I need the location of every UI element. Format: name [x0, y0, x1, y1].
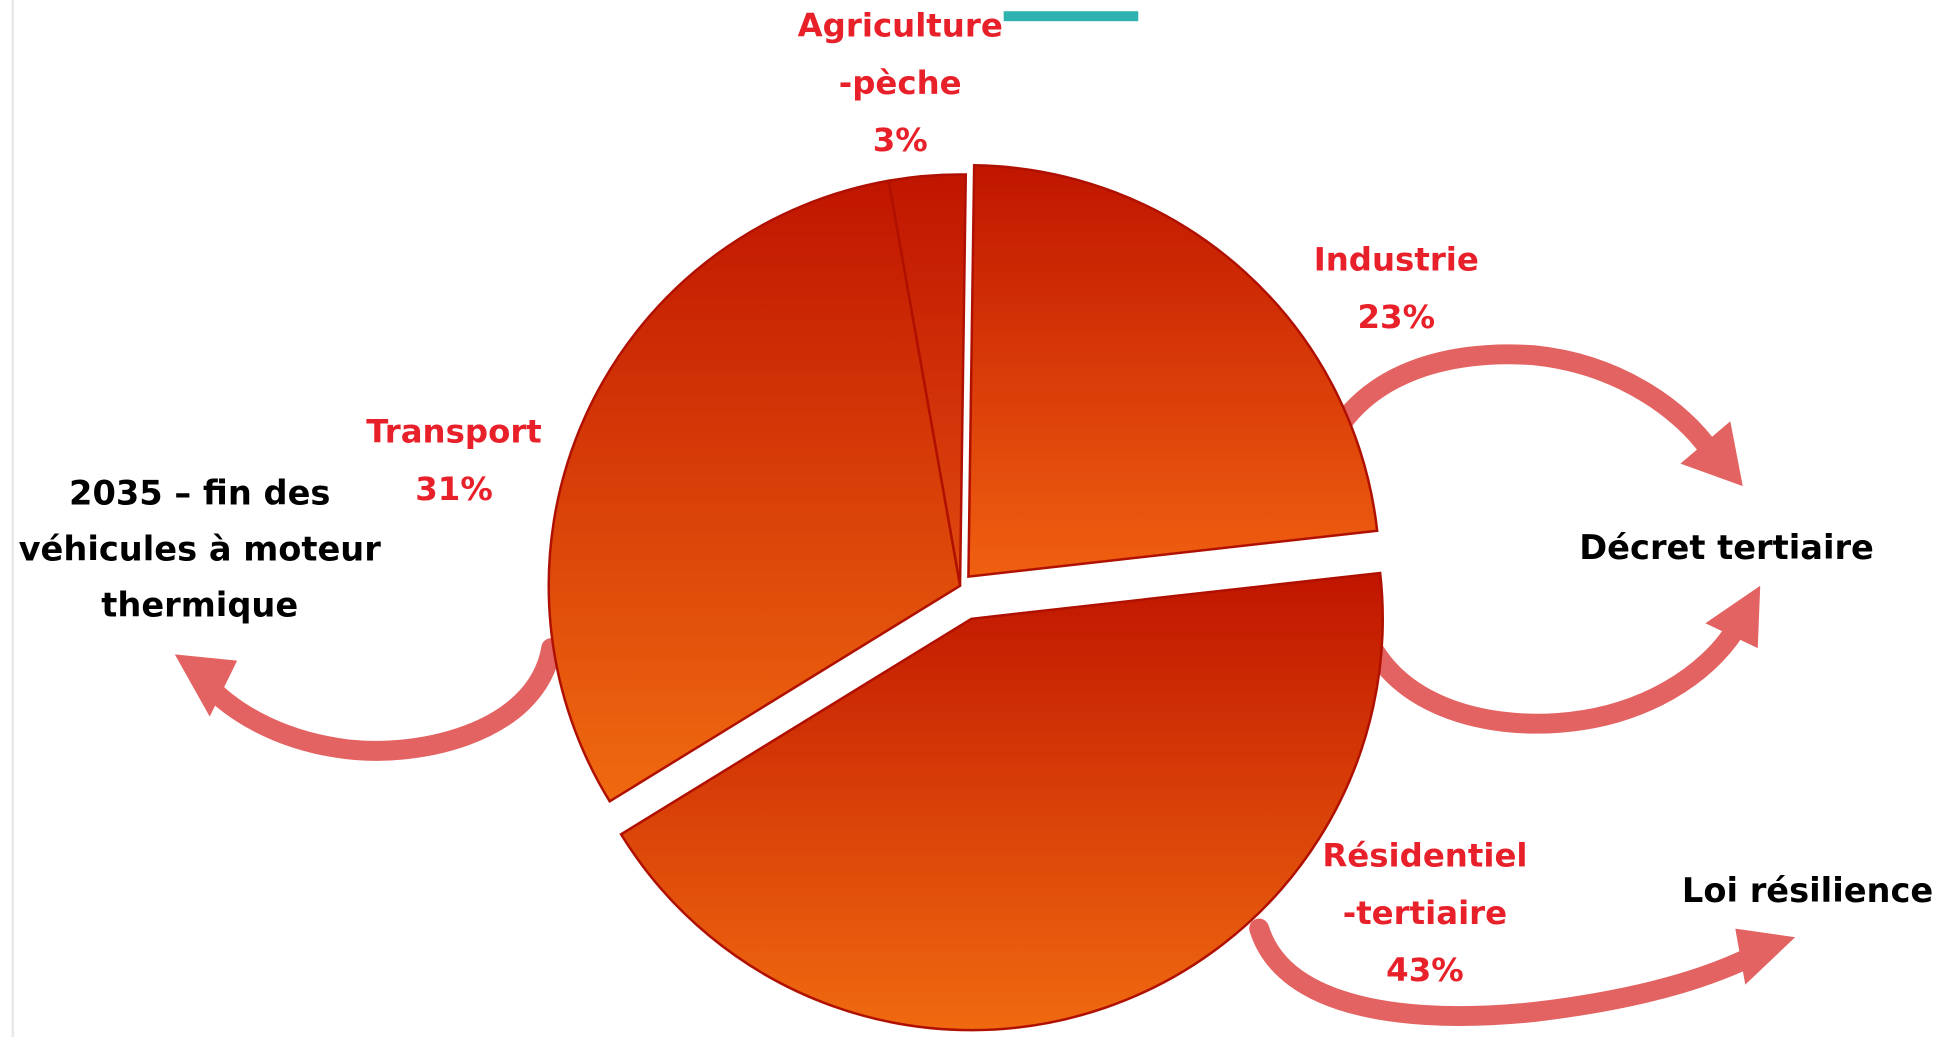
arrow: [1319, 354, 1710, 471]
annotation: thermique: [101, 585, 298, 624]
accent-bar: [1004, 11, 1139, 21]
value-label: 43%: [1386, 951, 1464, 989]
arrow: [1356, 601, 1735, 724]
category-label: Transport: [366, 413, 542, 451]
annotation: 2035 – fin des: [69, 473, 330, 512]
chart: Agriculture -pèche 3% Industrie 23% Résidenti…: [0, 0, 1950, 1037]
pie-slice: [968, 165, 1377, 576]
annotation: Décret tertiaire: [1579, 528, 1874, 567]
annotation: véhicules à moteur: [19, 529, 382, 568]
arrow-head: [1735, 929, 1795, 985]
category-label: -tertiaire: [1343, 894, 1507, 932]
pie: [549, 165, 1383, 1030]
arrow: [206, 648, 551, 751]
category-label: Industrie: [1314, 241, 1479, 279]
annotation: Loi résilience: [1682, 871, 1933, 910]
value-label: 3%: [873, 121, 928, 159]
value-label: 31%: [415, 470, 493, 508]
arrow: [1259, 929, 1758, 1016]
category-label: Résidentiel: [1322, 837, 1527, 875]
category-label: -pèche: [839, 64, 962, 102]
value-label: 23%: [1358, 298, 1436, 336]
category-label: Agriculture: [798, 6, 1003, 44]
